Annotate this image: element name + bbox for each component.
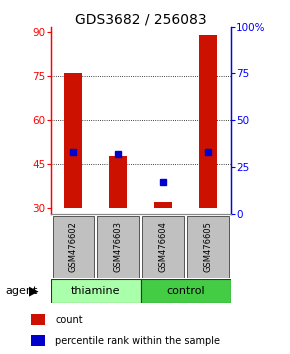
Bar	[31, 314, 45, 325]
Bar	[97, 216, 139, 278]
Bar	[109, 155, 127, 208]
Text: agent: agent	[6, 286, 38, 296]
Text: GDS3682 / 256083: GDS3682 / 256083	[75, 12, 206, 27]
Text: GSM476602: GSM476602	[69, 222, 78, 272]
Bar	[52, 216, 94, 278]
Bar	[31, 335, 45, 346]
Bar	[51, 279, 141, 303]
Text: count: count	[55, 314, 83, 325]
Bar	[141, 279, 231, 303]
Text: control: control	[166, 286, 205, 296]
Text: thiamine: thiamine	[71, 286, 120, 296]
Bar	[142, 216, 184, 278]
Text: ▶: ▶	[28, 284, 38, 297]
Bar	[64, 74, 82, 208]
Text: GSM476605: GSM476605	[204, 222, 213, 272]
Bar	[199, 35, 217, 208]
Bar	[154, 202, 172, 208]
Text: GSM476604: GSM476604	[159, 222, 168, 272]
Text: GSM476603: GSM476603	[114, 221, 123, 273]
Bar	[187, 216, 229, 278]
Text: percentile rank within the sample: percentile rank within the sample	[55, 336, 220, 346]
